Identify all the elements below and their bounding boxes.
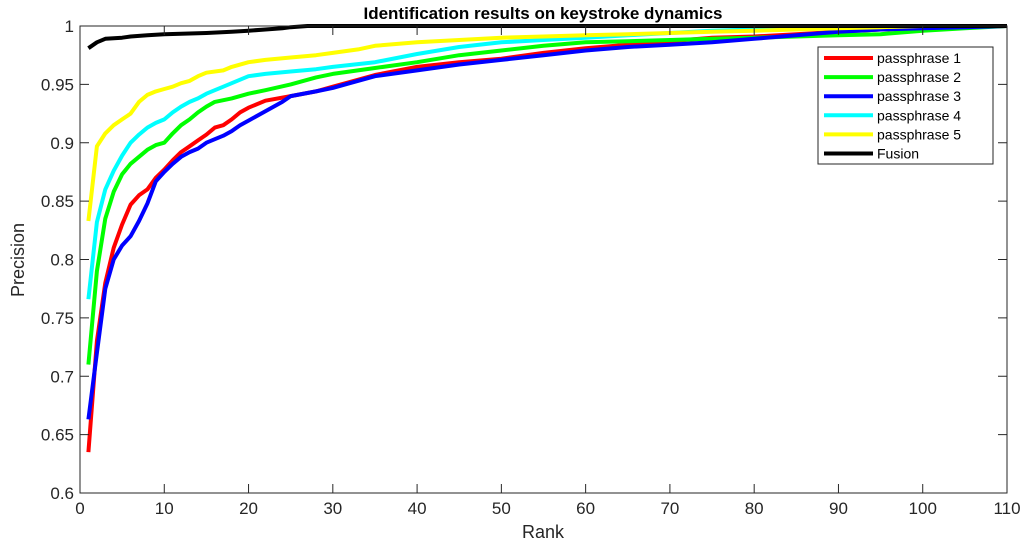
y-tick-label: 0.95 [41, 75, 74, 94]
x-tick-label: 90 [829, 499, 848, 518]
y-tick-label: 1 [65, 17, 74, 36]
legend-box [817, 46, 994, 165]
x-tick-label: 30 [323, 499, 342, 518]
x-tick-label: 110 [993, 499, 1020, 518]
x-tick-label: 40 [408, 499, 427, 518]
y-tick-label: 0.9 [50, 134, 74, 153]
y-tick-label: 0.65 [41, 426, 74, 445]
series-line-5 [86, 24, 1007, 222]
y-tick-label: 0.8 [50, 251, 74, 270]
series-line-6 [87, 24, 1007, 50]
y-tick-label: 0.85 [41, 192, 74, 211]
legend-label-2: passphrase 2 [877, 69, 961, 85]
x-tick-label: 10 [155, 499, 174, 518]
x-tick-label: 100 [909, 499, 937, 518]
y-tick-label: 0.75 [41, 309, 74, 328]
series-line-3 [86, 24, 1008, 420]
legend: passphrase 1 passphrase 2 passphrase 3 pass… [817, 46, 994, 165]
legend-label-3: passphrase 3 [877, 88, 961, 104]
x-tick-label: 60 [576, 499, 595, 518]
x-tick-label: 70 [660, 499, 679, 518]
x-tick-label: 0 [75, 499, 84, 518]
legend-label-1: passphrase 1 [877, 50, 961, 66]
x-tick-label: 50 [492, 499, 511, 518]
x-axis-label: Rank [522, 522, 565, 542]
legend-label-5: passphrase 5 [877, 126, 961, 142]
legend-label-6: Fusion [877, 146, 919, 162]
series-layer [86, 24, 1008, 453]
x-tick-label: 20 [239, 499, 258, 518]
legend-label-4: passphrase 4 [877, 107, 961, 123]
chart-title: Identification results on keystroke dyna… [363, 4, 722, 23]
x-tick-label: 80 [745, 499, 764, 518]
y-axis-label: Precision [8, 223, 28, 297]
axes-layer: 0 10 20 30 40 50 60 70 80 90 100 110 0.6 0.65 0.7 0.75 0… [41, 17, 1021, 518]
y-tick-label: 0.7 [50, 367, 74, 386]
y-tick-label: 0.6 [50, 484, 74, 503]
